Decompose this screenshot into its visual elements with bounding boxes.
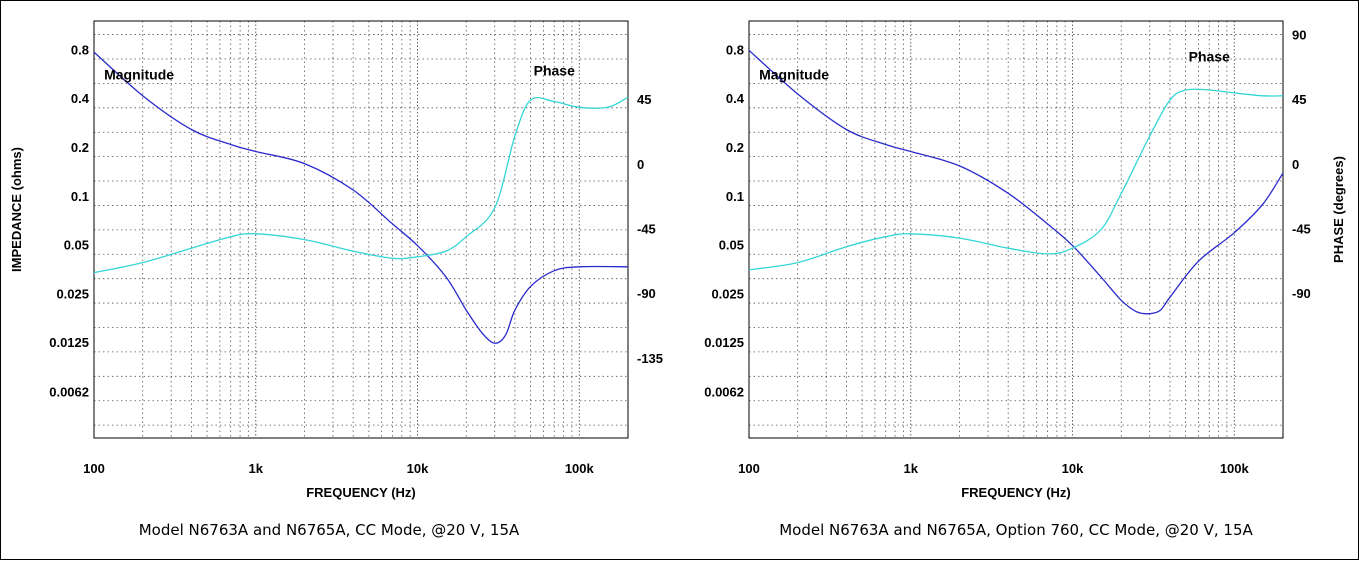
y-left-tick-label: 0.0062 [704,385,744,400]
magnitude-label: Magnitude [759,66,829,82]
y-right-tick-label: -45 [1292,222,1311,237]
x-tick-label: 10k [407,461,429,476]
y-left-tick-label: 0.05 [719,238,744,253]
chart-caption: Model N6763A and N6765A, Option 760, CC … [779,521,1253,539]
phase-label: Phase [1189,48,1230,64]
chart-panel-2: 0.8 0.4 0.2 0.1 0.05 0.025 0.0125 0.0062 90 45 0 -4… [704,20,1346,539]
y-left-tick-label: 0.4 [71,91,90,106]
y-right-tick-label: -45 [637,222,656,237]
chart-caption: Model N6763A and N6765A, CC Mode, @20 V,… [139,521,520,539]
y-right-tick-label: 0 [1292,157,1299,172]
y-left-tick-label: 0.0125 [49,335,89,350]
y-right-tick-label: -90 [1292,286,1311,301]
phase-curve [748,88,1284,271]
x-tick-label: 100 [738,461,760,476]
y-left-tick-label: 0.0062 [49,385,89,400]
x-tick-label: 100k [565,461,595,476]
y-right-tick-label: 0 [637,157,644,172]
y-left-tick-label: 0.8 [726,42,744,57]
y-right-tick-label: -90 [637,286,656,301]
y-left-tick-label: 0.2 [71,140,89,155]
x-tick-label: 100 [83,461,105,476]
y-axis-title-right: PHASE (degrees) [1331,156,1346,263]
x-axis-title: FREQUENCY (Hz) [961,485,1071,500]
y-left-tick-label: 0.2 [726,140,744,155]
chart-panel-1: 0.8 0.4 0.2 0.1 0.05 0.025 0.0125 0.0062 45 0 -45 -… [9,20,663,539]
y-left-tick-label: 0.1 [726,189,744,204]
y-right-tick-label: 45 [637,92,651,107]
phase-curve [93,96,629,274]
x-tick-label: 1k [249,461,264,476]
plot-area [93,20,629,439]
y-left-tick-label: 0.4 [726,91,745,106]
phase-label: Phase [534,63,575,79]
y-left-tick-label: 0.0125 [704,335,744,350]
y-left-tick-label: 0.025 [56,286,89,301]
magnitude-label: Magnitude [104,66,174,82]
y-right-tick-label: -135 [637,351,663,366]
horizontal-gridlines [749,34,1283,426]
y-right-tick-label: 45 [1292,92,1306,107]
magnitude-curve [748,49,1284,315]
y-axis-title-left: IMPEDANCE (ohms) [9,147,24,272]
x-axis-title: FREQUENCY (Hz) [306,485,416,500]
x-tick-label: 1k [904,461,919,476]
y-left-tick-label: 0.025 [711,286,744,301]
y-left-tick-label: 0.05 [64,238,89,253]
horizontal-gridlines [94,34,628,426]
x-tick-label: 100k [1220,461,1250,476]
x-tick-label: 10k [1062,461,1084,476]
plot-area [748,20,1284,439]
y-left-tick-label: 0.8 [71,42,89,57]
y-left-tick-label: 0.1 [71,189,89,204]
y-right-tick-label: 90 [1292,27,1306,42]
magnitude-curve [93,51,629,344]
